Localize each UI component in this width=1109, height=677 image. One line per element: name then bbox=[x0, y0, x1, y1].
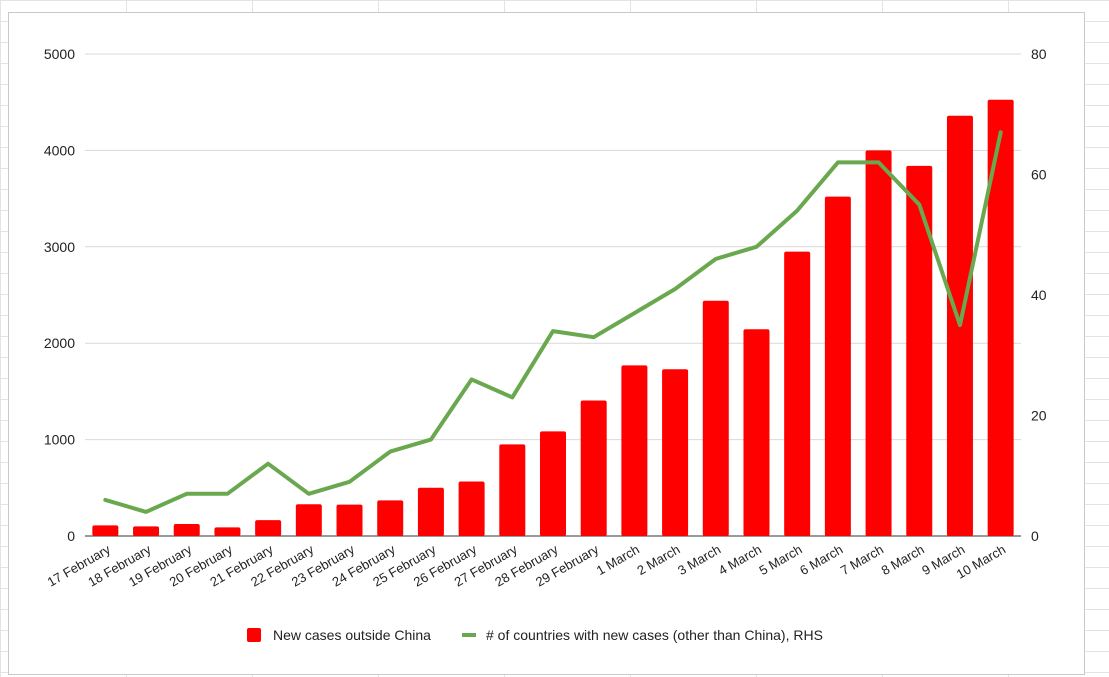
bar bbox=[173, 523, 200, 536]
legend-swatch-line bbox=[462, 633, 476, 637]
legend-swatch-bar bbox=[247, 628, 261, 642]
y-left-tick-label: 1000 bbox=[44, 432, 75, 448]
bar bbox=[580, 400, 607, 536]
bar bbox=[865, 150, 892, 536]
y-left-tick-label: 5000 bbox=[44, 46, 75, 62]
bar bbox=[784, 251, 811, 536]
x-tick-label: 8 March bbox=[879, 542, 927, 578]
bar bbox=[417, 487, 444, 536]
bar bbox=[295, 504, 322, 536]
bar bbox=[987, 99, 1014, 536]
bar bbox=[458, 481, 485, 536]
y-right-tick-label: 40 bbox=[1031, 287, 1047, 303]
bar bbox=[743, 329, 770, 536]
chart-container[interactable]: 0 1000 2000 3000 4000 5000 0 20 40 60 80 17 Februar… bbox=[8, 12, 1085, 675]
bar bbox=[540, 431, 566, 536]
bar bbox=[499, 444, 526, 536]
bar bbox=[621, 365, 648, 536]
series-line bbox=[103, 130, 1003, 514]
y-right-tick-label: 80 bbox=[1031, 46, 1047, 62]
legend-label: New cases outside China bbox=[273, 627, 431, 643]
y-right-tick-label: 60 bbox=[1031, 167, 1047, 183]
x-tick-label: 6 March bbox=[797, 542, 845, 578]
x-tick-label: 7 March bbox=[838, 542, 886, 578]
bar bbox=[824, 196, 851, 536]
bar bbox=[702, 300, 729, 536]
y-left-tick-label: 0 bbox=[67, 528, 75, 544]
bar bbox=[214, 527, 241, 536]
legend-label: # of countries with new cases (other tha… bbox=[486, 627, 823, 643]
y-right-tick-label: 0 bbox=[1031, 528, 1039, 544]
x-tick-label: 4 March bbox=[716, 542, 764, 578]
y-left-tick-label: 4000 bbox=[44, 142, 75, 158]
x-tick-label: 2 March bbox=[634, 542, 682, 578]
x-tick-label: 5 March bbox=[756, 542, 804, 578]
y-right-tick-label: 20 bbox=[1031, 408, 1047, 424]
bar bbox=[133, 526, 160, 536]
bar bbox=[92, 525, 119, 536]
y-left-tick-label: 3000 bbox=[44, 239, 75, 255]
bar bbox=[662, 369, 689, 536]
x-tick-label: 3 March bbox=[675, 542, 723, 578]
bar bbox=[255, 520, 282, 536]
x-tick-label: 1 March bbox=[594, 542, 642, 578]
bar bbox=[336, 504, 363, 536]
y-left-tick-label: 2000 bbox=[44, 335, 75, 351]
bar bbox=[377, 500, 404, 536]
bar bbox=[906, 165, 933, 536]
